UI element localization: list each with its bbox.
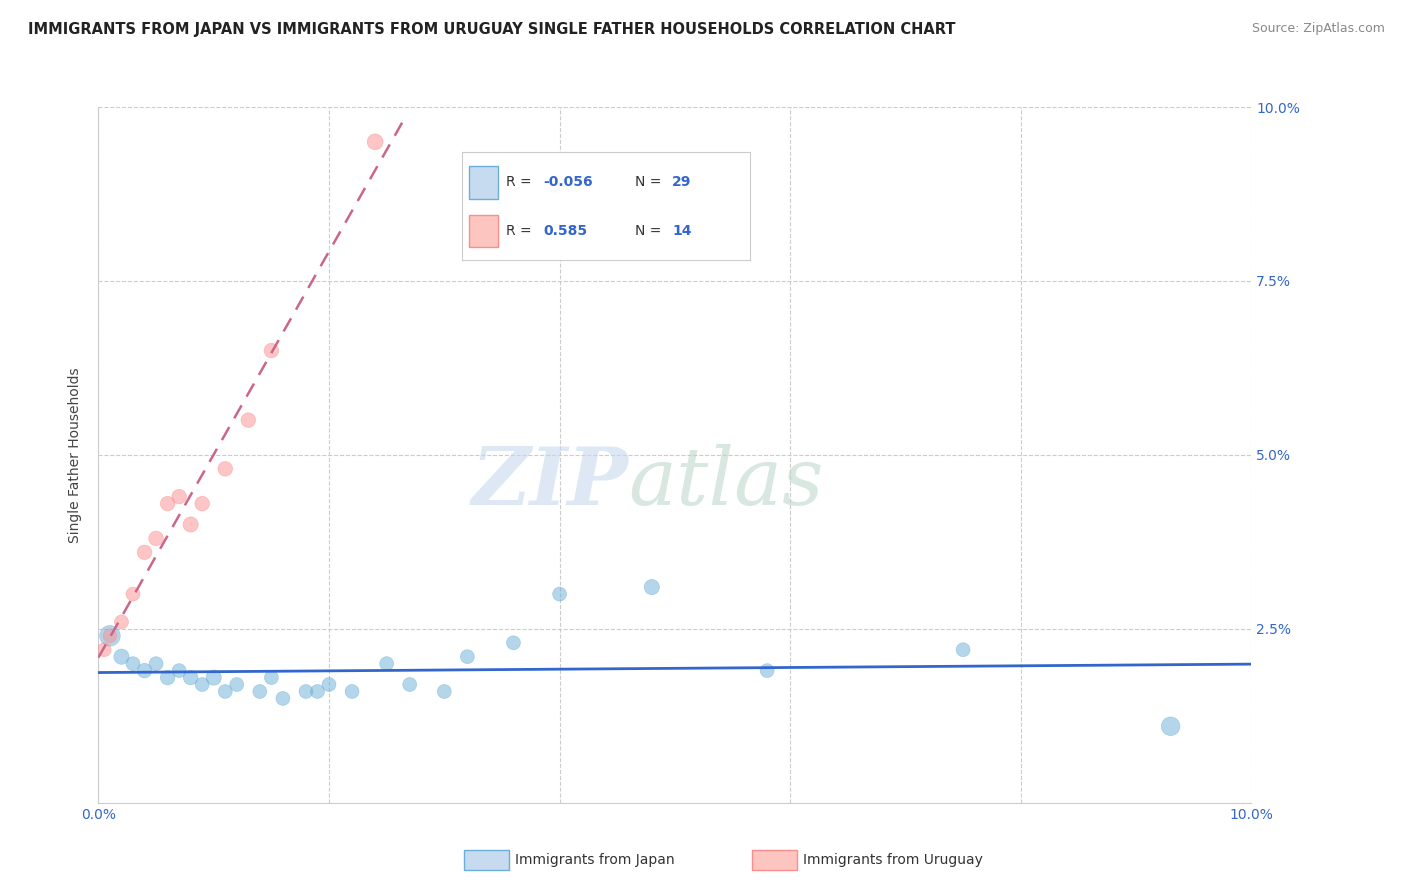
Bar xyxy=(468,215,498,247)
Text: 29: 29 xyxy=(672,176,692,189)
Point xyxy=(110,615,132,629)
Point xyxy=(191,497,214,511)
Point xyxy=(318,677,340,691)
Text: -0.056: -0.056 xyxy=(544,176,593,189)
Point xyxy=(952,642,974,657)
Text: Immigrants from Uruguay: Immigrants from Uruguay xyxy=(803,853,983,867)
Point xyxy=(364,135,387,149)
Point xyxy=(260,343,283,358)
Point xyxy=(145,657,167,671)
Point xyxy=(145,532,167,546)
Point xyxy=(134,664,156,678)
Point xyxy=(271,691,294,706)
Text: IMMIGRANTS FROM JAPAN VS IMMIGRANTS FROM URUGUAY SINGLE FATHER HOUSEHOLDS CORREL: IMMIGRANTS FROM JAPAN VS IMMIGRANTS FROM… xyxy=(28,22,956,37)
Point xyxy=(122,657,145,671)
Text: R =: R = xyxy=(506,224,531,238)
Point xyxy=(502,636,524,650)
Text: atlas: atlas xyxy=(628,444,824,522)
Text: 14: 14 xyxy=(672,224,692,238)
Point xyxy=(548,587,571,601)
Point xyxy=(110,649,132,664)
Point xyxy=(214,462,236,476)
Text: Source: ZipAtlas.com: Source: ZipAtlas.com xyxy=(1251,22,1385,36)
Point xyxy=(375,657,398,671)
Point xyxy=(456,649,478,664)
Point xyxy=(433,684,456,698)
Point xyxy=(98,629,121,643)
Y-axis label: Single Father Households: Single Father Households xyxy=(69,368,83,542)
Point xyxy=(202,671,225,685)
Point xyxy=(180,671,202,685)
Point xyxy=(98,629,121,643)
Point xyxy=(641,580,664,594)
Point xyxy=(167,664,190,678)
Text: N =: N = xyxy=(634,224,661,238)
Point xyxy=(398,677,420,691)
Text: ZIP: ZIP xyxy=(472,444,628,522)
Point xyxy=(260,671,283,685)
Point xyxy=(167,490,190,504)
Point xyxy=(156,497,179,511)
Point xyxy=(214,684,236,698)
Point xyxy=(180,517,202,532)
Point xyxy=(249,684,271,698)
Point xyxy=(295,684,318,698)
Point xyxy=(156,671,179,685)
Text: R =: R = xyxy=(506,176,531,189)
Point xyxy=(340,684,363,698)
Point xyxy=(93,642,115,657)
Point xyxy=(225,677,247,691)
Point xyxy=(1160,719,1182,733)
Text: 0.585: 0.585 xyxy=(544,224,588,238)
Bar xyxy=(468,166,498,199)
Text: N =: N = xyxy=(634,176,661,189)
Point xyxy=(134,545,156,559)
Point xyxy=(191,677,214,691)
Text: Immigrants from Japan: Immigrants from Japan xyxy=(515,853,675,867)
Point xyxy=(238,413,260,427)
Point xyxy=(307,684,329,698)
Point xyxy=(756,664,779,678)
Point xyxy=(122,587,145,601)
